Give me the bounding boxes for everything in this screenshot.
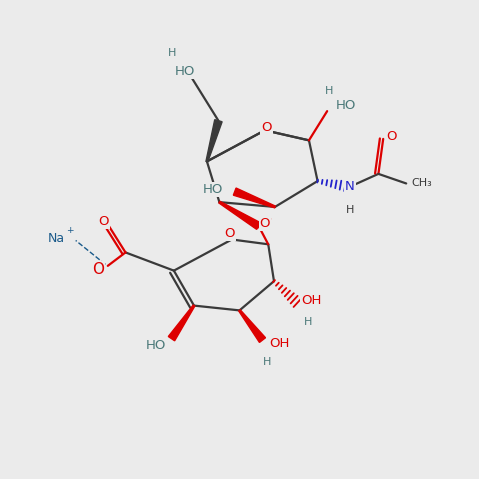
- Polygon shape: [233, 188, 275, 208]
- Text: HO: HO: [175, 65, 195, 78]
- Text: H: H: [324, 86, 333, 96]
- Text: OH: OH: [301, 294, 322, 307]
- Text: HO: HO: [202, 182, 223, 196]
- Text: Na: Na: [48, 232, 65, 245]
- Text: HO: HO: [336, 99, 356, 112]
- Polygon shape: [168, 305, 195, 341]
- Text: H: H: [346, 205, 354, 215]
- Text: O: O: [261, 121, 272, 135]
- Polygon shape: [206, 120, 222, 162]
- Text: H: H: [263, 357, 272, 366]
- Polygon shape: [219, 201, 261, 229]
- Text: O: O: [92, 262, 104, 277]
- Text: HO: HO: [145, 339, 166, 353]
- Text: O: O: [224, 227, 235, 240]
- Text: H: H: [304, 317, 312, 327]
- Polygon shape: [239, 310, 265, 342]
- Text: CH₃: CH₃: [411, 179, 432, 188]
- Text: O: O: [98, 215, 109, 228]
- Text: OH: OH: [270, 337, 290, 351]
- Text: O: O: [387, 130, 397, 143]
- Text: +: +: [66, 227, 74, 235]
- Text: O: O: [260, 217, 270, 230]
- Text: H: H: [168, 48, 177, 57]
- Text: N: N: [345, 180, 354, 194]
